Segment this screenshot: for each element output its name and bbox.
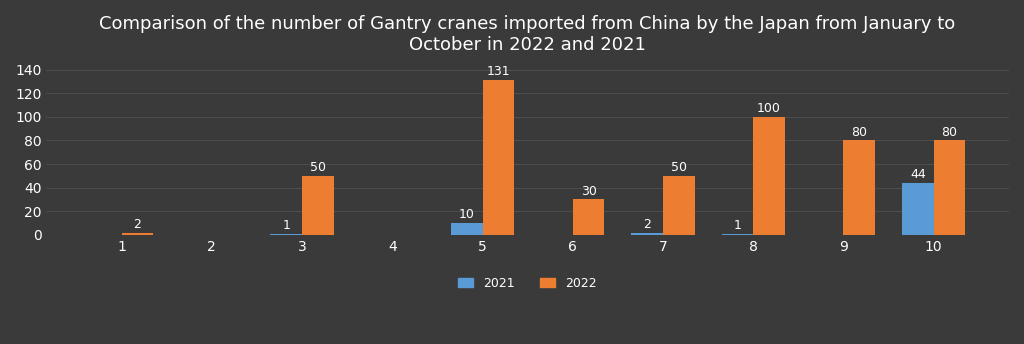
- Bar: [451, 223, 482, 235]
- Text: 2: 2: [643, 218, 651, 231]
- Legend: 2021, 2022: 2021, 2022: [454, 272, 602, 295]
- Text: 131: 131: [486, 65, 510, 78]
- Text: 30: 30: [581, 185, 596, 198]
- Text: 50: 50: [671, 161, 687, 174]
- Text: 44: 44: [910, 168, 926, 181]
- Bar: [482, 80, 514, 235]
- Text: 2: 2: [133, 218, 141, 231]
- Text: 80: 80: [941, 126, 957, 139]
- Bar: [934, 140, 966, 235]
- Text: 1: 1: [733, 219, 741, 232]
- Bar: [844, 140, 874, 235]
- Title: Comparison of the number of Gantry cranes imported from China by the Japan from : Comparison of the number of Gantry crane…: [99, 15, 955, 54]
- Bar: [663, 176, 694, 235]
- Bar: [902, 183, 934, 235]
- Bar: [722, 234, 754, 235]
- Text: 100: 100: [757, 102, 781, 115]
- Text: 10: 10: [459, 208, 475, 221]
- Bar: [302, 176, 334, 235]
- Text: 50: 50: [310, 161, 326, 174]
- Text: 1: 1: [283, 219, 290, 232]
- Bar: [122, 233, 154, 235]
- Text: 80: 80: [851, 126, 867, 139]
- Bar: [572, 200, 604, 235]
- Bar: [270, 234, 302, 235]
- Bar: [754, 117, 784, 235]
- Bar: [632, 233, 663, 235]
